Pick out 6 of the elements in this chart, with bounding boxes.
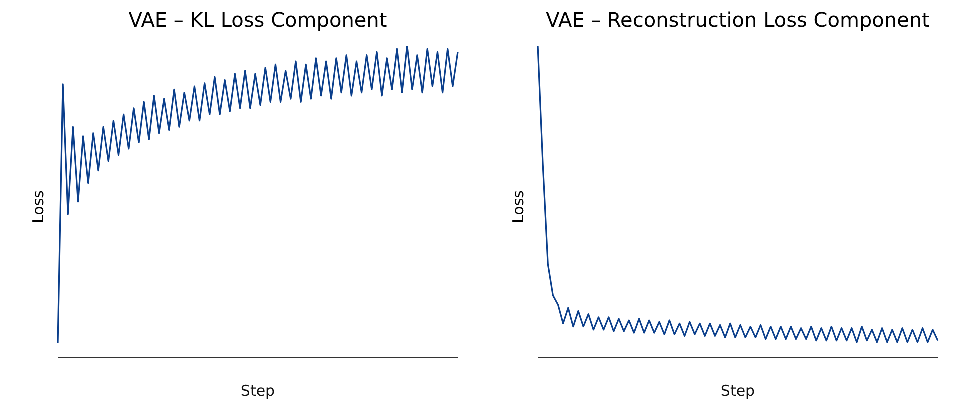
chart-title: VAE – KL Loss Component xyxy=(128,8,388,34)
y-axis-title: Loss xyxy=(509,190,528,224)
y-axis-title: Loss xyxy=(29,190,48,224)
chart-title: VAE – Reconstruction Loss Component xyxy=(545,8,931,34)
x-axis-title: Step xyxy=(240,382,276,400)
x-axis-title: Step xyxy=(720,382,756,400)
